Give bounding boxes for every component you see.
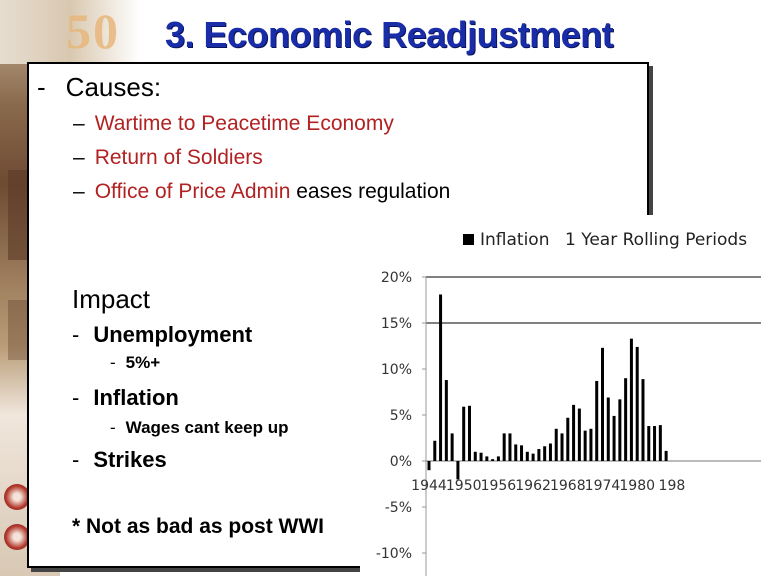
y-tick-label: -5% bbox=[385, 500, 412, 516]
y-tick-label: 15% bbox=[381, 316, 412, 332]
x-tick-label: 1974 bbox=[585, 478, 621, 494]
bullet-dash: - bbox=[110, 418, 116, 437]
y-tick-label: 10% bbox=[381, 362, 412, 378]
inflation-bar bbox=[467, 405, 471, 461]
impact-subitem-text: 5%+ bbox=[125, 353, 161, 372]
bullet-dash: - bbox=[72, 447, 80, 472]
x-tick-label: 198 bbox=[659, 478, 686, 494]
bullet-dash: – bbox=[73, 112, 85, 135]
slide-title: 3. Economic Readjustment bbox=[165, 14, 614, 55]
inflation-chart-svg: Inflation 1 Year Rolling Periods 20% 15% 10%… bbox=[376, 230, 761, 576]
inflation-bar bbox=[433, 440, 437, 461]
inflation-bar bbox=[479, 452, 483, 461]
inflation-bar bbox=[496, 456, 500, 461]
background-year-graphic: 50 bbox=[66, 3, 120, 59]
inflation-bar bbox=[548, 443, 552, 461]
background-stamp-graphic bbox=[4, 524, 30, 550]
inflation-bar bbox=[456, 461, 460, 480]
cause-item: – Return of Soldiers bbox=[73, 146, 263, 170]
bullet-dash: – bbox=[73, 180, 85, 203]
x-tick-label: 1956 bbox=[481, 478, 517, 494]
cause-text: Wartime to Peacetime Economy bbox=[94, 112, 394, 135]
inflation-bar bbox=[647, 426, 651, 461]
x-tick-label: 1962 bbox=[515, 478, 551, 494]
y-tick-label: -10% bbox=[376, 546, 412, 562]
inflation-bar bbox=[635, 346, 639, 461]
inflation-bar bbox=[450, 433, 454, 461]
x-tick-label: 1980 bbox=[619, 478, 655, 494]
bullet-dash: - bbox=[72, 322, 80, 347]
bullet-dash: - bbox=[37, 72, 46, 102]
cause-text-rest: eases regulation bbox=[290, 180, 451, 203]
impact-item: - Strikes bbox=[72, 447, 167, 473]
impact-heading: Impact bbox=[72, 284, 151, 314]
bullet-dash: - bbox=[110, 353, 116, 372]
background-top-collage bbox=[0, 0, 140, 64]
inflation-bar bbox=[508, 433, 512, 461]
inflation-bar bbox=[543, 446, 547, 461]
inflation-bar bbox=[577, 408, 581, 461]
legend-label: Inflation bbox=[480, 230, 549, 250]
x-tick-label: 1968 bbox=[550, 478, 586, 494]
bullet-dash: – bbox=[73, 146, 85, 169]
inflation-bar bbox=[641, 379, 645, 461]
inflation-chart: Inflation 1 Year Rolling Periods 20% 15% 10%… bbox=[360, 215, 761, 576]
impact-item: - Inflation bbox=[72, 385, 179, 411]
inflation-bar bbox=[439, 294, 443, 461]
cause-text: Office of Price Admin bbox=[94, 180, 291, 203]
inflation-bar bbox=[658, 425, 662, 461]
impact-subitem-text: Wages cant keep up bbox=[125, 418, 289, 437]
inflation-bar bbox=[537, 449, 541, 461]
inflation-bar bbox=[485, 456, 489, 461]
background-stamp-graphic bbox=[4, 484, 30, 510]
impact-label: Unemployment bbox=[93, 322, 253, 347]
x-tick-label: 1950 bbox=[446, 478, 482, 494]
cause-item: – Wartime to Peacetime Economy bbox=[73, 112, 394, 136]
bullet-dash: - bbox=[72, 385, 80, 410]
inflation-bar bbox=[624, 378, 628, 461]
inflation-bar bbox=[653, 426, 657, 461]
inflation-bar bbox=[589, 428, 593, 461]
impact-item: - Unemployment bbox=[72, 322, 252, 348]
inflation-bar bbox=[618, 399, 622, 461]
inflation-bar bbox=[444, 380, 448, 461]
inflation-bar bbox=[664, 450, 668, 461]
inflation-bar bbox=[491, 459, 495, 461]
inflation-bar bbox=[566, 417, 570, 461]
y-tick-label: 5% bbox=[390, 408, 412, 424]
impact-subitem: -5%+ bbox=[110, 353, 160, 373]
causes-heading: - Causes: bbox=[37, 72, 161, 103]
inflation-bar bbox=[583, 430, 587, 461]
inflation-bar bbox=[606, 397, 610, 461]
inflation-bar bbox=[514, 444, 518, 461]
chart-title: 1 Year Rolling Periods bbox=[565, 230, 747, 250]
x-tick-label: 1944 bbox=[411, 478, 447, 494]
cause-text: Return of Soldiers bbox=[94, 146, 263, 169]
inflation-bar bbox=[572, 404, 576, 461]
inflation-bar bbox=[473, 451, 477, 461]
y-tick-label: 0% bbox=[390, 454, 412, 470]
impact-subitem: - Wages cant keep up bbox=[110, 418, 288, 438]
inflation-bar bbox=[462, 406, 466, 461]
inflation-bar bbox=[525, 451, 529, 461]
inflation-bar bbox=[427, 461, 431, 471]
inflation-bar bbox=[531, 453, 535, 461]
footnote: * Not as bad as post WWI bbox=[72, 515, 325, 538]
impact-label: Strikes bbox=[93, 447, 167, 472]
inflation-bar bbox=[554, 428, 558, 461]
inflation-bar bbox=[612, 415, 616, 461]
inflation-bar bbox=[520, 445, 524, 461]
causes-heading-label: Causes: bbox=[65, 72, 162, 102]
inflation-bar bbox=[601, 347, 604, 461]
inflation-bar bbox=[560, 433, 564, 461]
impact-label: Inflation bbox=[93, 385, 179, 410]
cause-item: – Office of Price Admin eases regulation bbox=[73, 180, 450, 204]
legend-swatch bbox=[463, 234, 474, 245]
inflation-bar bbox=[595, 380, 599, 461]
inflation-bar bbox=[629, 338, 633, 461]
inflation-bar bbox=[502, 433, 506, 461]
y-tick-label: 20% bbox=[381, 270, 412, 286]
